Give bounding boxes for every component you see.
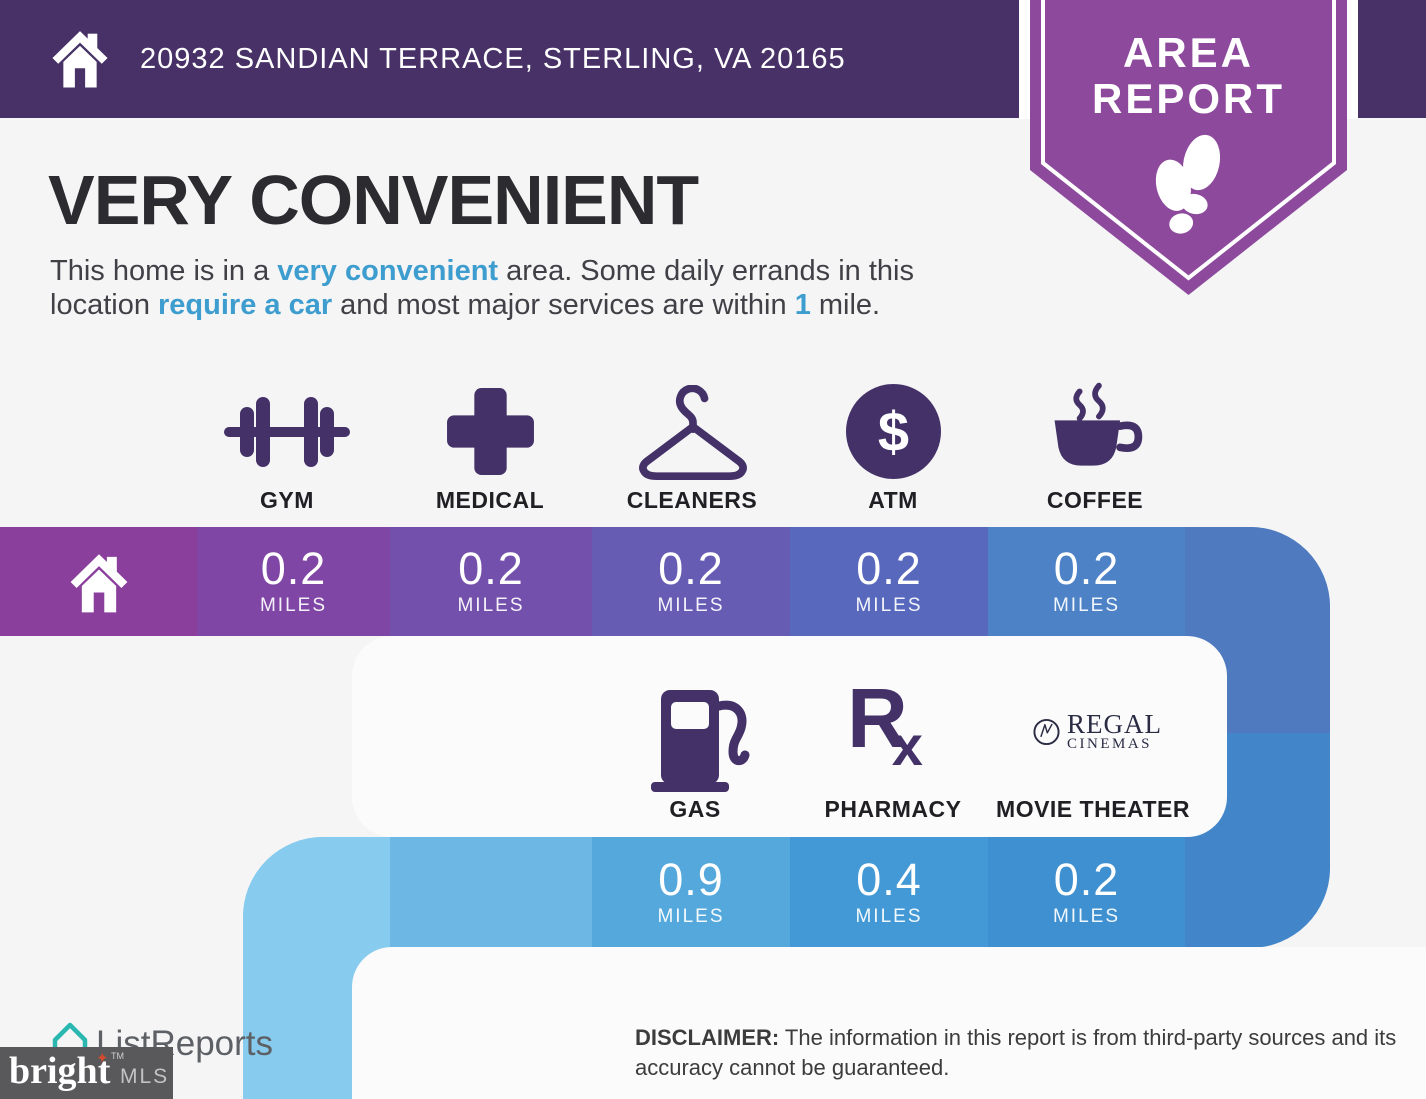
coffee-cup-icon <box>1054 382 1143 466</box>
atm-dollar-icon: $ <box>846 384 941 479</box>
bright-star-icon: ✦ <box>96 1050 109 1067</box>
distance-unit: MILES <box>1052 595 1121 616</box>
amenity-label-coffee: COFFEE <box>1046 487 1144 513</box>
regal-cinemas-logo: REGAL CINEMAS <box>1032 709 1162 752</box>
distance-band-row2: 0.9 MILES 0.4 MILES 0.2 MILES <box>243 837 1330 947</box>
middle-card <box>352 636 1227 837</box>
amenity-label-gas: GAS <box>669 796 721 822</box>
distance-value: 0.4 <box>856 853 922 905</box>
distance-unit: MILES <box>855 595 923 616</box>
amenity-label-theater: MOVIE THEATER <box>996 796 1190 822</box>
badge-gap-right <box>1347 0 1358 119</box>
band-cell-gas-distance: 0.9 MILES <box>592 837 790 947</box>
highlight-require-a-car: require a car <box>158 289 333 321</box>
cleaners-hanger-icon <box>639 385 747 481</box>
distance-unit: MILES <box>657 595 725 616</box>
band-cell-pharmacy-distance: 0.4 MILES <box>790 837 988 947</box>
gym-dumbbell-icon <box>224 397 350 467</box>
band-cell-medical-distance: 0.2 MILES <box>390 527 592 636</box>
amenity-label-gym: GYM <box>260 487 314 513</box>
band-cell-empty <box>390 837 592 947</box>
band-cell-empty <box>243 837 390 947</box>
home-icon <box>70 553 127 612</box>
dollar-symbol: $ <box>877 400 910 463</box>
highlight-one-mile: 1 <box>794 289 811 321</box>
band-cell-home <box>0 527 197 636</box>
medical-cross-icon <box>447 388 534 475</box>
badge-gap-left <box>1019 0 1030 119</box>
distance-value: 0.2 <box>260 543 327 594</box>
distance-value: 0.2 <box>458 543 524 594</box>
gas-pump-icon <box>651 690 750 792</box>
distance-unit: MILES <box>855 905 923 927</box>
amenity-label-pharmacy: PHARMACY <box>824 796 962 822</box>
distance-unit: MILES <box>457 595 525 616</box>
distance-value: 0.2 <box>1053 543 1120 594</box>
distance-value: 0.2 <box>658 543 724 594</box>
band-cell-coffee-distance: 0.2 MILES <box>988 527 1185 636</box>
disclaimer-text: DISCLAIMER: The information in this repo… <box>635 1025 1397 1080</box>
bottom-card <box>352 947 1426 1099</box>
brightmls-logo: bright ✦ TM MLS <box>0 1047 173 1099</box>
distance-unit: MILES <box>1052 905 1121 927</box>
badge-title: AREA REPORT <box>1091 29 1285 122</box>
distance-value: 0.9 <box>658 853 724 905</box>
band-cell-turn <box>1185 837 1330 947</box>
amenity-label-cleaners: CLEANERS <box>626 487 758 513</box>
page-title: VERY CONVENIENT <box>48 161 699 239</box>
band-cell-gym-distance: 0.2 MILES <box>197 527 390 636</box>
band-cell-turn <box>1185 527 1330 636</box>
distance-unit: MILES <box>657 905 725 927</box>
band-cell-atm-distance: 0.2 MILES <box>790 527 988 636</box>
amenity-label-atm: ATM <box>868 487 918 513</box>
distance-unit: MILES <box>259 595 328 616</box>
regal-wordmark: REGAL CINEMAS <box>1067 709 1162 752</box>
home-icon <box>52 31 108 88</box>
distance-band-row1: 0.2 MILES 0.2 MILES 0.2 MILES 0.2 MILES … <box>0 527 1330 636</box>
highlight-very-convenient: very convenient <box>277 255 499 287</box>
amenity-label-medical: MEDICAL <box>435 487 545 513</box>
footprints-icon <box>1155 134 1221 234</box>
pharmacy-rx-icon: Rx <box>847 671 923 777</box>
distance-value: 0.2 <box>856 543 922 594</box>
distance-value: 0.2 <box>1053 853 1120 905</box>
band-cell-theater-distance: 0.2 MILES <box>988 837 1185 947</box>
regal-mark-icon <box>1033 718 1060 746</box>
property-address: 20932 SANDIAN TERRACE, STERLING, VA 2016… <box>140 42 846 75</box>
description-paragraph: This home is in a very convenient area. … <box>50 255 914 321</box>
band-cell-cleaners-distance: 0.2 MILES <box>592 527 790 636</box>
